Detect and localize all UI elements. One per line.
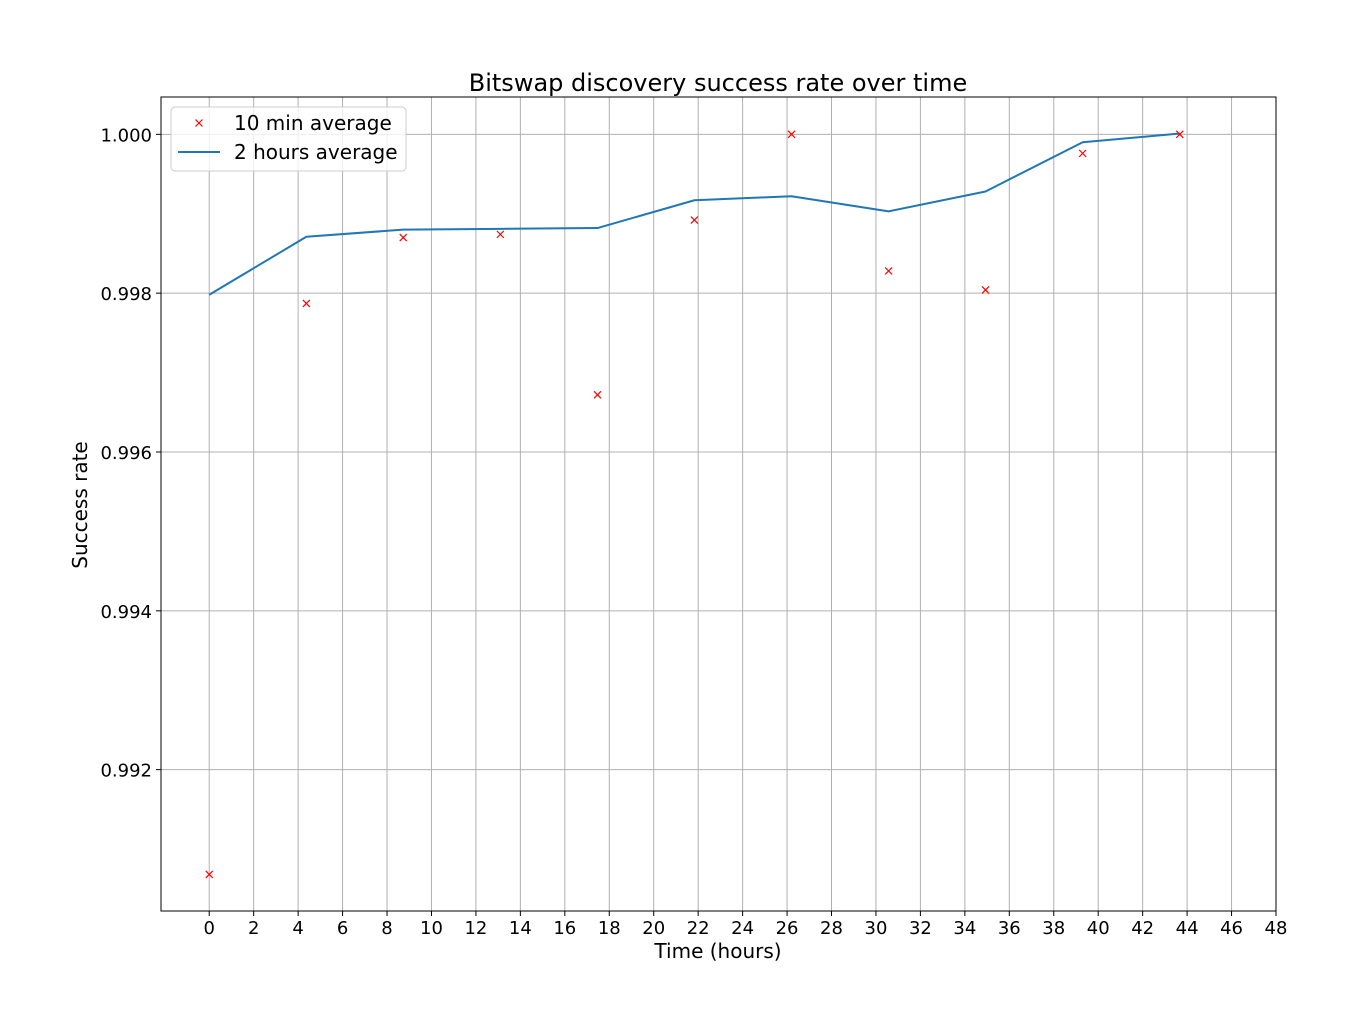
data-point-10-min-average <box>884 266 893 275</box>
axis-ticks: 0 2 4 6 8 10 12 14 16 18 20 22 24 26 28 30 32 34 36 38 40 42 4… <box>100 125 1287 939</box>
x-tick-label: 48 <box>1265 918 1288 939</box>
x-tick-label: 28 <box>820 918 843 939</box>
x-tick-label: 20 <box>642 918 665 939</box>
x-tick-label: 16 <box>553 918 576 939</box>
y-tick-label: 0.992 <box>100 761 152 782</box>
x-tick-label: 22 <box>687 918 710 939</box>
x-tick-label: 34 <box>953 918 976 939</box>
data-point-10-min-average <box>1175 130 1184 139</box>
plot-area-frame <box>160 96 1277 912</box>
x-tick-label: 2 <box>248 918 259 939</box>
x-tick-label: 38 <box>1042 918 1065 939</box>
x-tick-label: 30 <box>865 918 888 939</box>
x-tick-label: 46 <box>1220 918 1243 939</box>
legend-marker-glyph <box>195 119 203 127</box>
line-layer <box>208 132 1180 296</box>
series-line-2-hours-average <box>208 132 1180 296</box>
data-point-10-min-average <box>787 130 796 139</box>
x-tick-label: 0 <box>204 918 215 939</box>
marker-layer <box>205 130 1184 879</box>
data-point-10-min-average <box>981 286 990 294</box>
x-tick-label: 26 <box>776 918 799 939</box>
data-point-10-min-average <box>593 390 602 399</box>
legend-label-2-hours-average: 2 hours average <box>234 140 398 164</box>
x-tick-label: 36 <box>998 918 1021 939</box>
x-tick-label: 8 <box>381 918 392 939</box>
legend-frame <box>170 106 407 172</box>
x-axis-label: Time (hours) <box>653 939 781 963</box>
y-tick-label: 0.996 <box>100 443 152 464</box>
y-axis-label: Success rate <box>68 441 92 569</box>
x-tick-label: 14 <box>509 918 532 939</box>
x-tick-label: 4 <box>292 918 303 939</box>
data-point-10-min-average <box>1078 149 1087 158</box>
x-tick-label: 44 <box>1176 918 1199 939</box>
x-tick-label: 40 <box>1087 918 1110 939</box>
x-tick-label: 12 <box>464 918 487 939</box>
x-tick-label: 6 <box>337 918 348 939</box>
grid-lines <box>161 97 1277 911</box>
data-point-10-min-average <box>690 216 699 225</box>
x-tick-label: 18 <box>598 918 621 939</box>
legend: 10 min average 2 hours average <box>170 106 407 172</box>
data-point-10-min-average <box>399 233 408 242</box>
y-tick-label: 1.000 <box>100 125 152 146</box>
data-point-10-min-average <box>496 230 505 239</box>
data-point-10-min-average <box>302 299 311 308</box>
legend-marker-10-min-average <box>195 119 203 127</box>
data-point-10-min-average <box>205 870 214 879</box>
x-tick-label: 10 <box>420 918 443 939</box>
y-tick-label: 0.998 <box>100 284 152 305</box>
x-tick-label: 42 <box>1131 918 1154 939</box>
legend-label-10-min-average: 10 min average <box>234 111 392 135</box>
chart-title: Bitswap discovery success rate over time <box>469 69 967 97</box>
y-tick-label: 0.994 <box>100 602 152 623</box>
x-tick-label: 32 <box>909 918 932 939</box>
x-tick-label: 24 <box>731 918 754 939</box>
